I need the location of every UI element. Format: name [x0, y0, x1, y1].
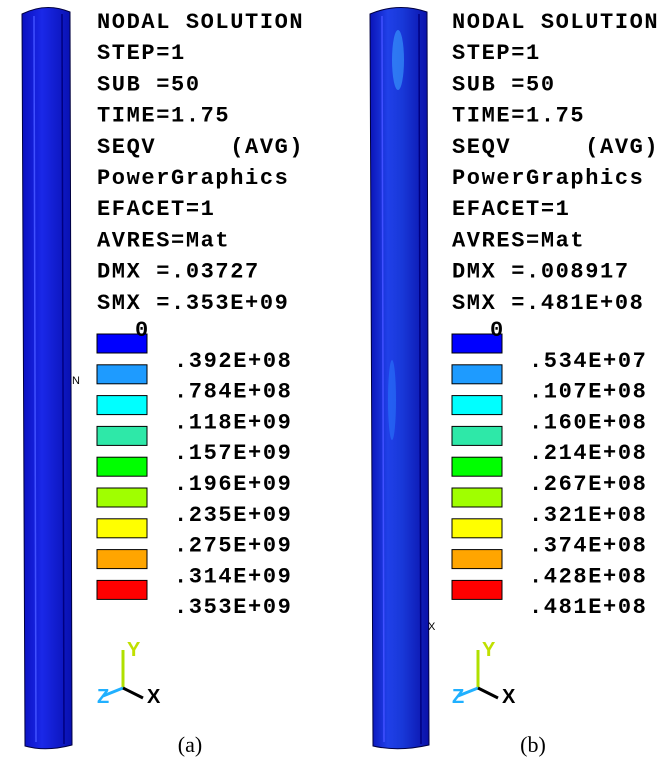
stress-spot	[388, 360, 396, 440]
legend-label: .160E+08	[529, 410, 647, 435]
legend-swatch	[452, 550, 502, 569]
legend-label: 0	[490, 318, 505, 343]
legend-label: .157E+09	[174, 441, 292, 466]
legend-label: .784E+08	[174, 380, 292, 405]
solution-line: SEQV (AVG)	[452, 135, 659, 160]
solution-line: DMX =.008917	[452, 260, 630, 285]
legend-label: .118E+09	[174, 410, 292, 435]
legend-swatch	[452, 426, 502, 445]
legend-label: .275E+09	[174, 534, 292, 559]
legend-swatch	[452, 488, 502, 507]
legend-label: .235E+09	[174, 503, 292, 528]
solution-line: DMX =.03727	[97, 260, 260, 285]
solution-line: SUB =50	[97, 72, 201, 97]
legend-swatch	[97, 488, 147, 507]
legend-swatch	[452, 457, 502, 476]
solution-line: AVRES=Mat	[452, 228, 585, 253]
legend-swatch	[97, 519, 147, 538]
solution-line: TIME=1.75	[97, 104, 230, 129]
legend-label: .321E+08	[529, 503, 647, 528]
solution-line: TIME=1.75	[452, 104, 585, 129]
legend-label: .353E+09	[174, 595, 292, 620]
axis-y-label: Y	[127, 639, 141, 661]
axis-x	[478, 688, 498, 698]
legend-swatch	[97, 426, 147, 445]
axis-z-label: Z	[97, 686, 109, 708]
caption: (a)	[178, 732, 202, 757]
axis-x-label: X	[502, 686, 516, 708]
axis-y-label: Y	[482, 639, 496, 661]
solution-line: NODAL SOLUTION	[97, 10, 304, 35]
legend-label: .107E+08	[529, 380, 647, 405]
legend-label: .534E+07	[529, 349, 647, 374]
legend-label: .392E+08	[174, 349, 292, 374]
legend-label: .214E+08	[529, 441, 647, 466]
figure: N NODAL SOLUTION STEP=1 SUB =50 TIME=1.75 SEQ…	[0, 0, 667, 762]
solution-line: EFACET=1	[97, 197, 215, 222]
solution-line: STEP=1	[452, 41, 541, 66]
solution-line: PowerGraphics	[97, 166, 289, 191]
solution-line: EFACET=1	[452, 197, 570, 222]
legend-label: .428E+08	[529, 564, 647, 589]
legend-swatch	[452, 396, 502, 415]
axis-x	[123, 688, 143, 698]
solution-line: SEQV (AVG)	[97, 135, 304, 160]
panel: N NODAL SOLUTION STEP=1 SUB =50 TIME=1.75 SEQ…	[22, 7, 304, 757]
legend-swatch	[97, 396, 147, 415]
tube	[22, 7, 72, 748]
stress-spot	[392, 30, 404, 90]
legend-swatch	[452, 519, 502, 538]
legend-swatch	[97, 365, 147, 384]
node-marker: X	[428, 621, 436, 633]
solution-line: NODAL SOLUTION	[452, 10, 659, 35]
solution-line: SMX =.353E+09	[97, 291, 289, 316]
legend-label: .481E+08	[529, 595, 647, 620]
node-marker: N	[72, 375, 80, 387]
legend-swatch	[97, 457, 147, 476]
legend-swatch	[97, 550, 147, 569]
panel: X NODAL SOLUTION STEP=1 SUB =50 TIME=1.75 SEQ…	[370, 7, 659, 757]
legend-label: .267E+08	[529, 472, 647, 497]
caption: (b)	[520, 732, 546, 757]
legend-label: .196E+09	[174, 472, 292, 497]
solution-line: SUB =50	[452, 72, 556, 97]
legend-label: .374E+08	[529, 534, 647, 559]
solution-line: SMX =.481E+08	[452, 291, 644, 316]
legend-label: .314E+09	[174, 564, 292, 589]
solution-line: PowerGraphics	[452, 166, 644, 191]
solution-line: AVRES=Mat	[97, 228, 230, 253]
legend-swatch	[452, 580, 502, 599]
axis-x-label: X	[147, 686, 161, 708]
legend-swatch	[452, 365, 502, 384]
legend-swatch	[97, 580, 147, 599]
solution-line: STEP=1	[97, 41, 186, 66]
legend-label: 0	[135, 318, 150, 343]
axis-z-label: Z	[452, 686, 464, 708]
